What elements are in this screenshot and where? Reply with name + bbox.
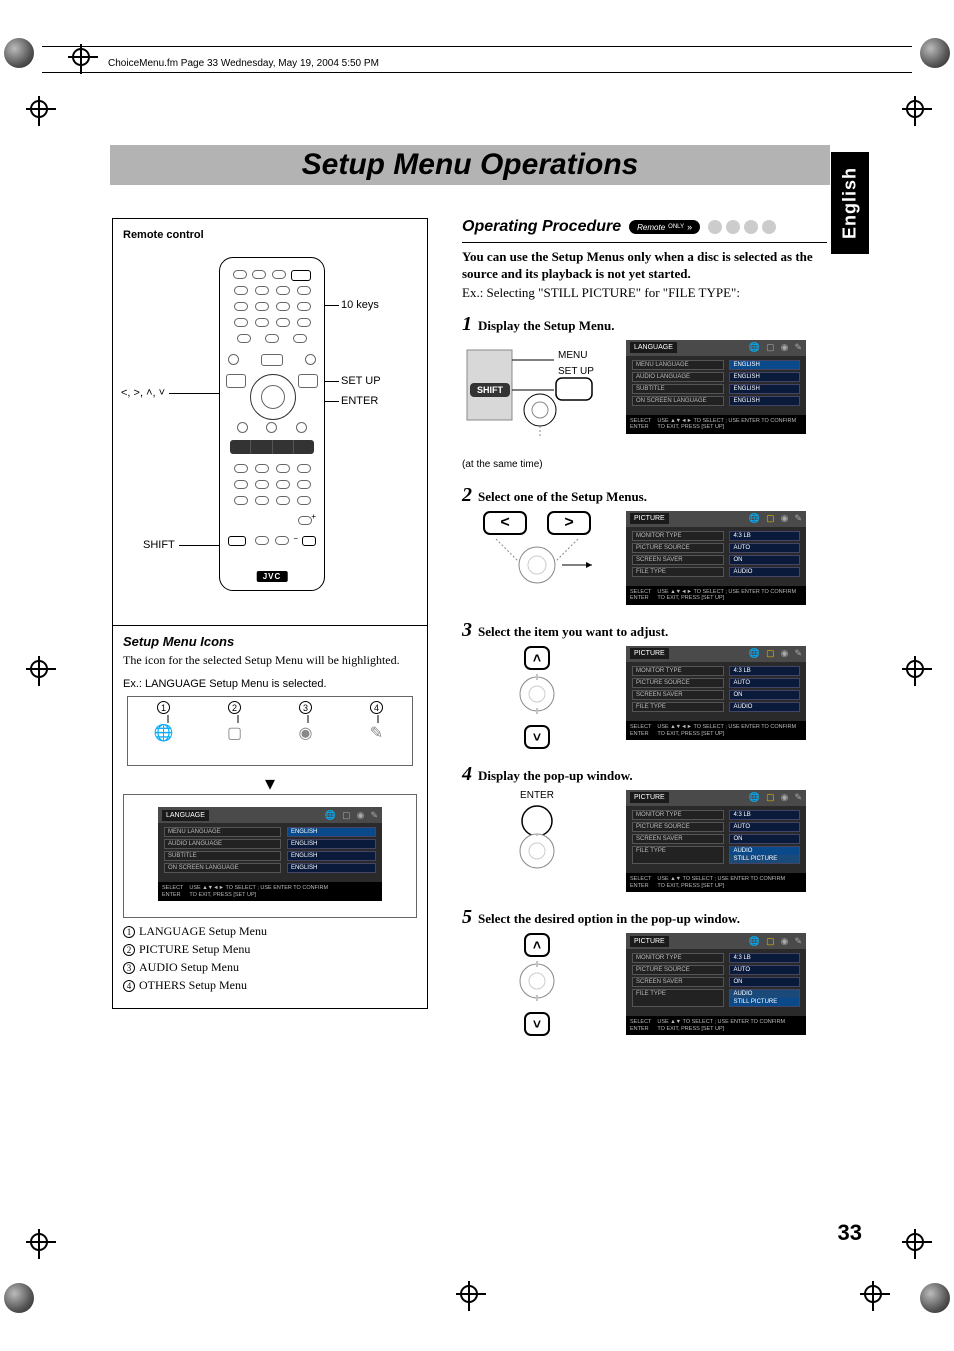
enter-label: ENTER	[462, 790, 612, 801]
crop-line-top	[42, 46, 912, 47]
step1-controls: MENU SET UP SHIFT (at the same time)	[462, 340, 612, 470]
dots-icon	[708, 220, 776, 234]
intro-bold: You can use the Setup Menus only when a …	[462, 249, 813, 281]
icons-body: The icon for the selected Setup Menu wil…	[123, 652, 417, 668]
reg-knob-br	[920, 1283, 950, 1313]
shift-badge: SHIFT	[470, 383, 510, 397]
step-1: 1Display the Setup Menu. MENU SET UP SHI…	[462, 313, 827, 470]
regmark-top	[72, 48, 90, 66]
regmark-bot-mid	[460, 1285, 478, 1303]
regmark-bot-l2	[30, 1233, 48, 1251]
step5-controls: ˄ ˅	[462, 933, 612, 1036]
page-number: 33	[838, 1220, 862, 1246]
regmark-left	[30, 100, 48, 118]
callout-shift: SHIFT	[143, 539, 175, 551]
regmark-bot-r2	[906, 1233, 924, 1251]
dpad-icon	[250, 374, 296, 420]
regmark-mid-r	[906, 660, 924, 678]
brand-label: JVC	[257, 571, 288, 582]
crop-line-top2	[42, 72, 912, 73]
arrow-down-icon: ▾	[265, 771, 275, 796]
up-arrow-button[interactable]: ˄	[524, 646, 550, 670]
page-title: Setup Menu Operations	[302, 148, 639, 182]
svg-text:SET UP: SET UP	[558, 366, 594, 377]
intro-example: Ex.: Selecting "STILL PICTURE" for "FILE…	[462, 285, 827, 301]
legend-list: 1LANGUAGE Setup Menu 2PICTURE Setup Menu…	[123, 922, 417, 994]
regmark-mid-l	[30, 660, 48, 678]
regmark-bot-r	[864, 1285, 882, 1303]
step-5: 5Select the desired option in the pop-up…	[462, 906, 827, 1036]
callout-tenkeys: 10 keys	[341, 299, 379, 311]
left-arrow-button[interactable]: <	[483, 511, 527, 535]
callout-enter: ENTER	[341, 395, 378, 407]
step-3: 3Select the item you want to adjust. ˄ ˅…	[462, 619, 827, 749]
remote-heading: Remote control	[123, 229, 417, 241]
step2-controls: < >	[462, 511, 612, 600]
remote-control-panel: Remote control <, >, ˄, ˅ 10 keys SET UP…	[112, 218, 428, 1009]
regmark-right	[906, 100, 924, 118]
procedure-panel: Operating Procedure Remote ONLY » You ca…	[462, 218, 827, 1050]
down-arrow-button-2[interactable]: ˅	[524, 1012, 550, 1036]
step1-caption: (at the same time)	[462, 459, 612, 470]
step-4: 4Display the pop-up window. ENTER PICTUR…	[462, 763, 827, 892]
page-header: ChoiceMenu.fm Page 33 Wednesday, May 19,…	[108, 58, 379, 69]
up-arrow-button-2[interactable]: ˄	[524, 933, 550, 957]
procedure-heading: Operating Procedure	[462, 218, 621, 236]
icons-heading: Setup Menu Icons	[123, 634, 417, 649]
language-tab: English	[831, 152, 869, 254]
step-2: 2Select one of the Setup Menus. < > PICT…	[462, 484, 827, 605]
step3-controls: ˄ ˅	[462, 646, 612, 749]
callout-arrows: <, >, ˄, ˅	[121, 387, 165, 399]
reg-knob-tr	[920, 38, 950, 68]
remote-only-badge: Remote ONLY »	[629, 220, 700, 234]
right-arrow-button[interactable]: >	[547, 511, 591, 535]
remote-body: + − JVC	[219, 257, 325, 591]
reg-knob-bl	[4, 1283, 34, 1313]
osd-language: LANGUAGE 🌐▢◉✎ MENU LANGUAGEENGLISHAUDIO …	[158, 807, 382, 901]
title-bar: Setup Menu Operations	[110, 145, 830, 185]
down-arrow-button[interactable]: ˅	[524, 725, 550, 749]
icons-example: Ex.: LANGUAGE Setup Menu is selected.	[123, 678, 417, 690]
reg-knob-tl	[4, 38, 34, 68]
svg-text:MENU: MENU	[558, 350, 587, 361]
remote-figure: <, >, ˄, ˅ 10 keys SET UP ENTER SHIFT	[123, 247, 417, 617]
step4-controls: ENTER	[462, 790, 612, 876]
osd-language-wrap: ▾ LANGUAGE 🌐▢◉✎ MENU LANGUAGEENGLISHAUDI…	[123, 794, 417, 918]
callout-setup: SET UP	[341, 375, 381, 387]
icon-bar-figure: 1 2 3 4 🌐 ▢ ◉ ✎	[127, 696, 413, 766]
